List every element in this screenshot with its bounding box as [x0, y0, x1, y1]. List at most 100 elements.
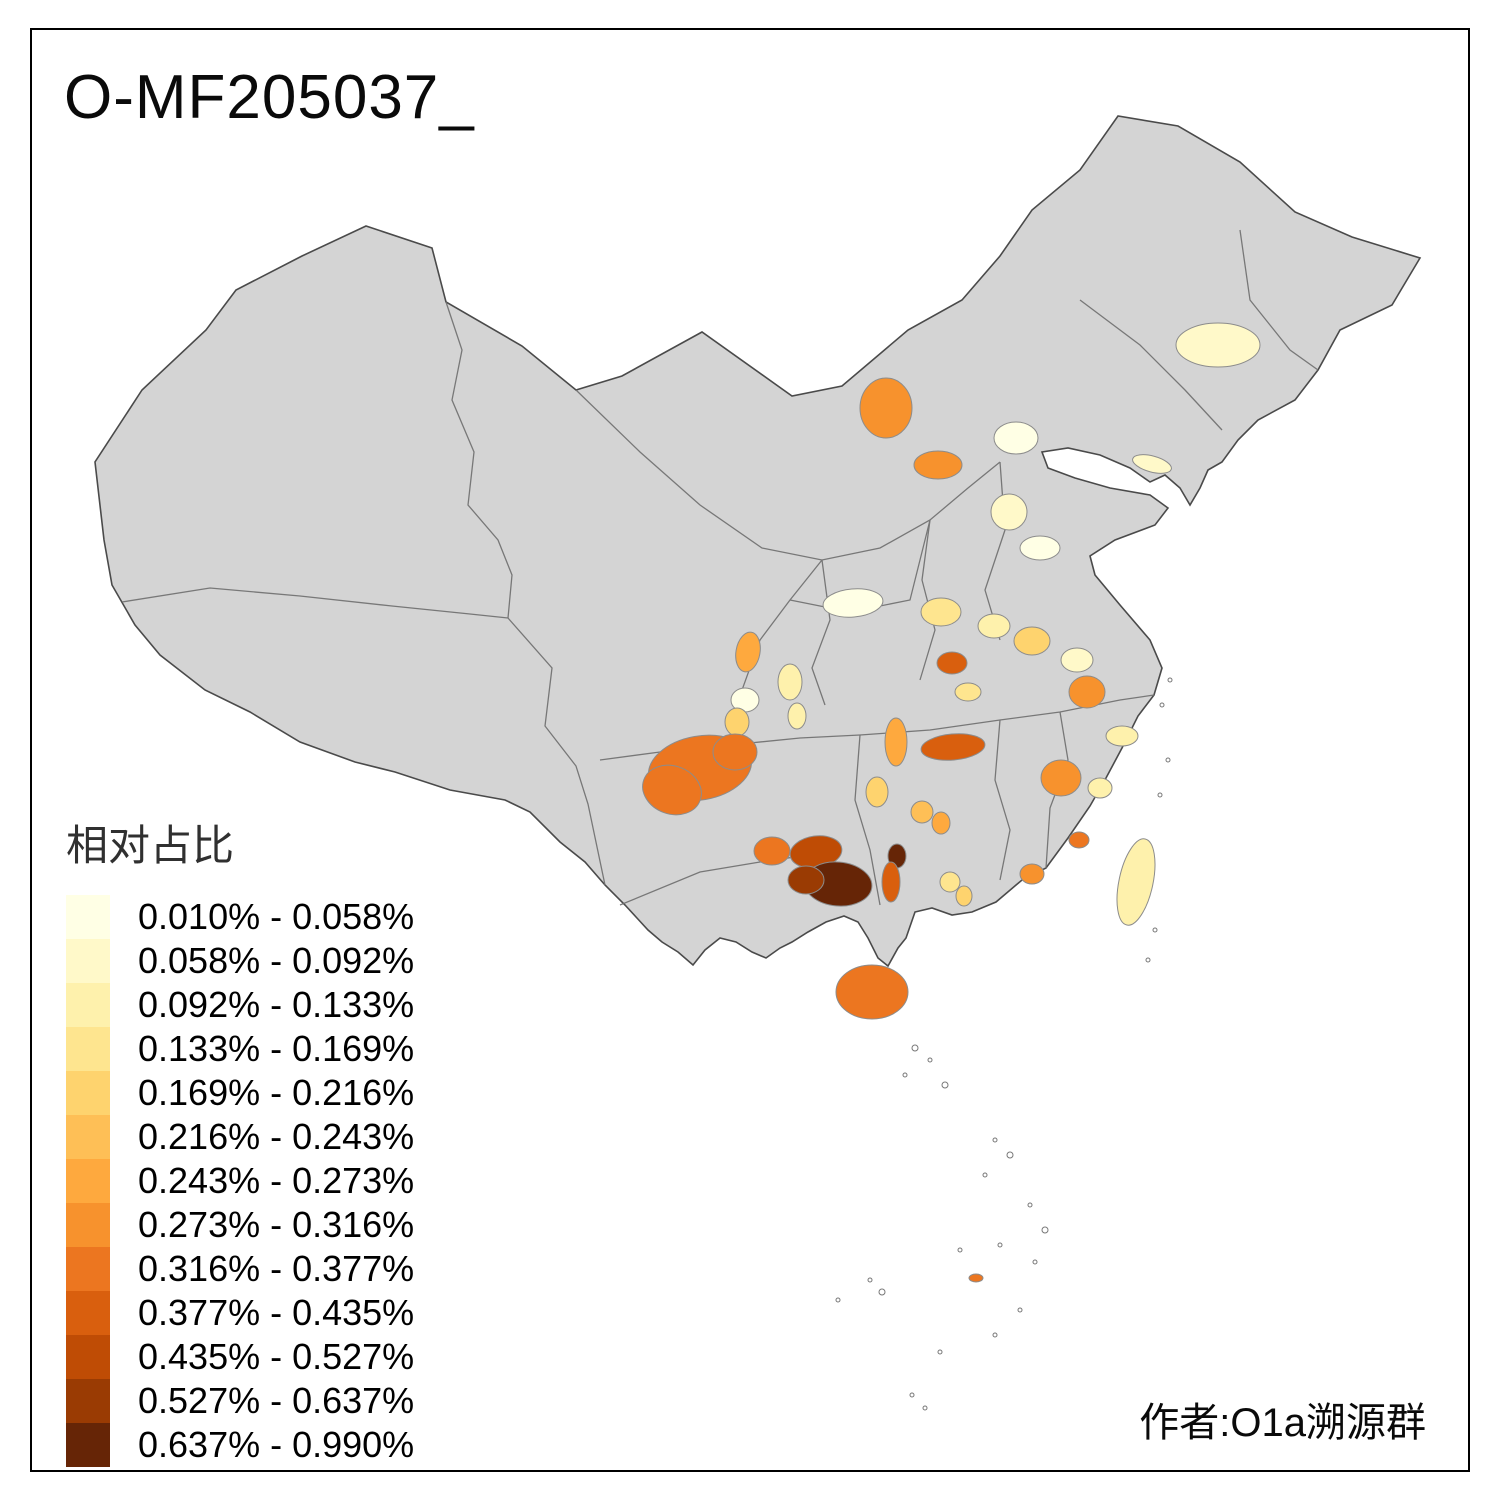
author-credit: 作者:O1a溯源群	[1139, 1401, 1426, 1445]
legend-item: 0.435% - 0.527%	[66, 1335, 486, 1379]
islet	[1041, 1226, 1049, 1234]
legend-item: 0.169% - 0.216%	[66, 1071, 486, 1115]
islet	[902, 1072, 908, 1078]
colored-regions	[642, 322, 1261, 1283]
map-region	[835, 964, 909, 1020]
map-region	[955, 885, 973, 907]
map-region	[787, 865, 825, 895]
islet	[1006, 1151, 1014, 1159]
islet	[992, 1137, 998, 1143]
map-region	[822, 588, 884, 618]
map-region	[1019, 863, 1045, 885]
islet	[941, 1081, 949, 1089]
map-region	[1068, 831, 1090, 849]
legend-label: 0.273% - 0.316%	[138, 1204, 415, 1245]
legend-label: 0.637% - 0.990%	[138, 1424, 415, 1465]
islet	[922, 1405, 928, 1411]
map-region	[993, 421, 1039, 455]
legend-swatch	[66, 939, 110, 983]
legend-title: 相对占比	[66, 822, 235, 869]
islet	[1032, 1259, 1038, 1265]
legend-item: 0.216% - 0.243%	[66, 1115, 486, 1159]
islet	[1159, 702, 1165, 708]
map-region	[1060, 647, 1094, 673]
map-region	[642, 764, 702, 816]
map-region	[724, 707, 750, 737]
legend-swatch	[66, 1379, 110, 1423]
legend-item: 0.010% - 0.058%	[66, 895, 486, 939]
map-region	[1040, 759, 1082, 797]
islet	[909, 1392, 915, 1398]
legend-item: 0.243% - 0.273%	[66, 1159, 486, 1203]
islet	[1167, 677, 1173, 683]
map-region	[787, 702, 807, 730]
map-region	[1087, 777, 1113, 799]
map-region	[977, 613, 1011, 639]
legend: 相对占比 0.010% - 0.058% 0.058% - 0.092% 0.092…	[66, 812, 486, 1467]
map-region	[1105, 725, 1139, 747]
legend-label: 0.010% - 0.058%	[138, 896, 415, 937]
legend-swatch	[66, 983, 110, 1027]
legend-swatch	[66, 1027, 110, 1071]
legend-item: 0.316% - 0.377%	[66, 1247, 486, 1291]
legend-label: 0.527% - 0.637%	[138, 1380, 415, 1421]
legend-label: 0.058% - 0.092%	[138, 940, 415, 981]
islet	[911, 1044, 919, 1052]
legend-item: 0.058% - 0.092%	[66, 939, 486, 983]
legend-swatch	[66, 1291, 110, 1335]
islet	[1157, 792, 1163, 798]
map-region	[1019, 535, 1061, 561]
islet	[992, 1332, 998, 1338]
map-region	[939, 871, 961, 893]
legend-swatch	[66, 1423, 110, 1467]
legend-swatch	[66, 1071, 110, 1115]
map-region	[910, 800, 934, 824]
islet	[1165, 757, 1171, 763]
islet	[982, 1172, 988, 1178]
map-region	[753, 836, 791, 866]
map-region	[954, 682, 982, 702]
map-region	[735, 631, 761, 673]
islet	[1017, 1307, 1023, 1313]
map-region	[936, 651, 968, 675]
map-region	[1132, 454, 1172, 474]
legend-item: 0.527% - 0.637%	[66, 1379, 486, 1423]
legend-swatch	[66, 1203, 110, 1247]
map-region	[865, 776, 889, 808]
map-region	[712, 733, 758, 771]
map-region	[1116, 838, 1156, 926]
map-region	[913, 450, 963, 480]
map-region	[931, 811, 951, 835]
legend-swatch	[66, 895, 110, 939]
legend-item: 0.273% - 0.316%	[66, 1203, 486, 1247]
legend-swatch	[66, 1335, 110, 1379]
islet	[1145, 957, 1151, 963]
map-region	[1068, 675, 1106, 709]
legend-item: 0.092% - 0.133%	[66, 983, 486, 1027]
map-region	[990, 493, 1028, 531]
islet	[957, 1247, 963, 1253]
map-region	[881, 861, 901, 903]
legend-label: 0.243% - 0.273%	[138, 1160, 415, 1201]
legend-label: 0.377% - 0.435%	[138, 1292, 415, 1333]
sea-islets	[835, 677, 1173, 1411]
legend-item: 0.637% - 0.990%	[66, 1423, 486, 1467]
page-title: O-MF205037_	[64, 63, 475, 132]
islet	[867, 1277, 873, 1283]
map-region	[1013, 626, 1051, 656]
legend-item: 0.377% - 0.435%	[66, 1291, 486, 1335]
map-region	[920, 597, 962, 627]
legend-label: 0.316% - 0.377%	[138, 1248, 415, 1289]
map-region	[968, 1273, 984, 1283]
map-region	[920, 733, 986, 761]
legend-item: 0.133% - 0.169%	[66, 1027, 486, 1071]
legend-label: 0.216% - 0.243%	[138, 1116, 415, 1157]
islet	[1027, 1202, 1033, 1208]
legend-swatch	[66, 1115, 110, 1159]
islet	[835, 1297, 841, 1303]
legend-label: 0.092% - 0.133%	[138, 984, 415, 1025]
map-region	[884, 717, 908, 767]
china-outline	[94, 115, 1422, 968]
map-region	[1175, 322, 1261, 368]
